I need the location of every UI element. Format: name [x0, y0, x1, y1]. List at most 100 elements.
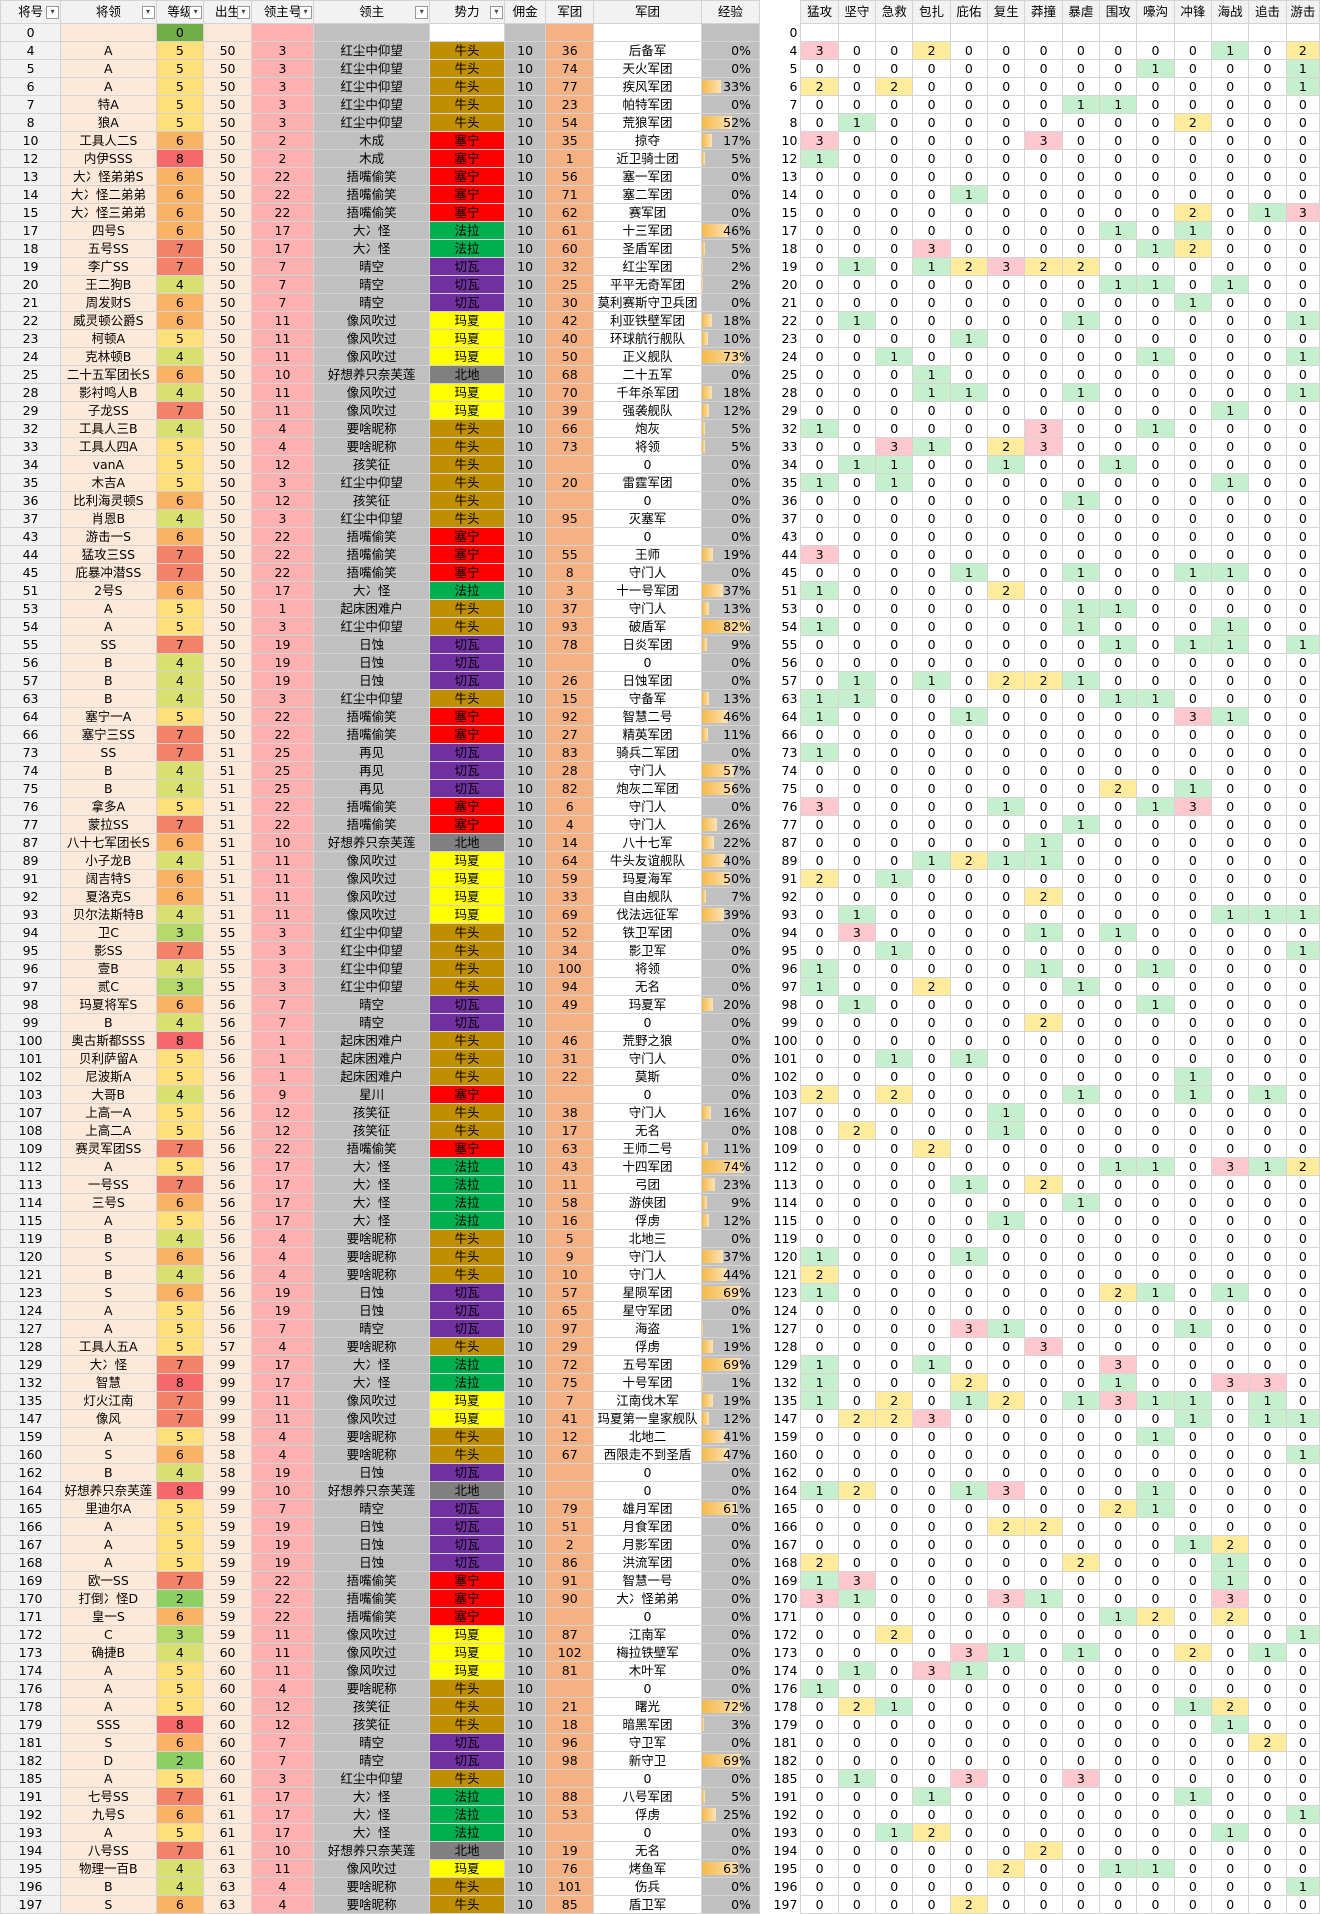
cell-trait[interactable]: 0 — [1285, 599, 1320, 618]
cell-trait[interactable]: 0 — [1099, 653, 1138, 672]
cell-trait[interactable]: 0 — [1061, 419, 1101, 438]
column-header-19[interactable]: 暴虐 — [1061, 0, 1101, 24]
cell-trait[interactable]: 0 — [800, 1013, 839, 1032]
cell-trait[interactable]: 3 — [949, 1643, 989, 1662]
cell-trait[interactable]: 0 — [949, 1877, 989, 1896]
cell-trait[interactable]: 0 — [1248, 725, 1287, 744]
cell-general[interactable]: A — [60, 41, 157, 60]
cell-faction[interactable]: 牛头 — [429, 1427, 505, 1446]
cell-trait[interactable]: 0 — [800, 923, 839, 942]
cell-lord[interactable]: 捂嘴偷笑 — [313, 545, 431, 564]
cell-commission[interactable]: 10 — [503, 1283, 547, 1302]
cell-trait[interactable]: 0 — [987, 599, 1026, 618]
cell-trait[interactable]: 0 — [1285, 707, 1320, 726]
cell-legion[interactable]: 曙光 — [593, 1697, 702, 1716]
cell-trait[interactable]: 1 — [1285, 905, 1320, 924]
cell-trait[interactable]: 0 — [875, 545, 914, 564]
cell-lord-id[interactable]: 4 — [250, 1247, 315, 1266]
cell-level[interactable]: 5 — [155, 617, 205, 636]
cell-trait[interactable]: 0 — [912, 941, 951, 960]
cell-trait[interactable]: 0 — [800, 1409, 839, 1428]
cell-trait[interactable]: 0 — [987, 1085, 1026, 1104]
cell-id-repeat[interactable]: 28 — [759, 383, 801, 402]
cell-trait[interactable]: 0 — [1285, 1175, 1320, 1194]
cell-trait[interactable]: 0 — [1136, 1067, 1175, 1086]
cell-commission[interactable]: 10 — [503, 1481, 547, 1500]
cell-trait[interactable]: 1 — [1285, 1625, 1320, 1644]
cell-legion-id[interactable] — [545, 1823, 595, 1842]
cell-id-repeat[interactable]: 176 — [759, 1679, 801, 1698]
cell-general[interactable]: 拿多A — [60, 797, 157, 816]
cell-level[interactable]: 7 — [155, 743, 205, 762]
cell-lord[interactable]: 晴空 — [313, 1499, 431, 1518]
cell-trait[interactable]: 0 — [949, 797, 989, 816]
cell-trait[interactable]: 0 — [1211, 329, 1250, 348]
cell-trait[interactable]: 0 — [1099, 869, 1138, 888]
cell-trait[interactable]: 0 — [837, 1301, 877, 1320]
cell-trait[interactable]: 0 — [837, 1859, 877, 1878]
cell-trait[interactable]: 1 — [1285, 1877, 1320, 1896]
cell-lord-id[interactable]: 3 — [250, 113, 315, 132]
cell-trait[interactable]: 0 — [949, 77, 989, 96]
cell-trait[interactable]: 0 — [912, 1463, 951, 1482]
cell-legion-id[interactable]: 25 — [545, 275, 595, 294]
cell-trait[interactable]: 0 — [1211, 1841, 1250, 1860]
cell-lord-id[interactable]: 11 — [250, 887, 315, 906]
cell-trait[interactable]: 0 — [912, 869, 951, 888]
cell-commission[interactable]: 10 — [503, 1013, 547, 1032]
cell-id-repeat[interactable]: 115 — [759, 1211, 801, 1230]
cell-trait[interactable]: 2 — [875, 1409, 914, 1428]
cell-trait[interactable]: 0 — [875, 113, 914, 132]
cell-general[interactable]: B — [60, 761, 157, 780]
cell-trait[interactable]: 0 — [1173, 1265, 1213, 1284]
cell-lord-id[interactable]: 7 — [250, 257, 315, 276]
cell-trait[interactable]: 0 — [1211, 311, 1250, 330]
cell-trait[interactable]: 2 — [1024, 1841, 1063, 1860]
cell-trait[interactable]: 0 — [1061, 59, 1101, 78]
cell-experience[interactable]: 0% — [700, 41, 760, 60]
cell-legion[interactable]: 0 — [593, 455, 702, 474]
cell-trait[interactable]: 0 — [949, 1805, 989, 1824]
cell-general[interactable]: C — [60, 1625, 157, 1644]
cell-trait[interactable]: 1 — [1099, 221, 1138, 240]
cell-trait[interactable]: 0 — [800, 1841, 839, 1860]
cell-trait[interactable]: 0 — [1285, 1301, 1320, 1320]
cell-trait[interactable]: 0 — [912, 185, 951, 204]
cell-trait[interactable]: 0 — [1248, 1805, 1287, 1824]
cell-trait[interactable]: 0 — [1211, 1337, 1250, 1356]
cell-trait[interactable]: 0 — [1285, 617, 1320, 636]
cell-faction[interactable]: 塞宁 — [429, 707, 505, 726]
cell-experience[interactable]: 37% — [700, 581, 760, 600]
cell-trait[interactable]: 0 — [1211, 833, 1250, 852]
cell-trait[interactable]: 0 — [912, 1679, 951, 1698]
cell-faction[interactable]: 牛头 — [429, 941, 505, 960]
cell-legion[interactable] — [593, 23, 702, 42]
cell-trait[interactable]: 0 — [1173, 851, 1213, 870]
cell-trait[interactable]: 0 — [800, 221, 839, 240]
cell-trait[interactable]: 0 — [1061, 437, 1101, 456]
cell-trait[interactable]: 0 — [912, 131, 951, 150]
cell-trait[interactable]: 0 — [837, 473, 877, 492]
cell-trait[interactable]: 1 — [1099, 599, 1138, 618]
cell-general[interactable]: 小子龙B — [60, 851, 157, 870]
cell-id[interactable]: 95 — [0, 941, 62, 960]
cell-lord[interactable]: 捂嘴偷笑 — [313, 815, 431, 834]
cell-legion[interactable]: 梅拉铁壁军 — [593, 1643, 702, 1662]
cell-trait[interactable]: 0 — [1173, 77, 1213, 96]
cell-general[interactable]: 王二狗B — [60, 275, 157, 294]
cell-experience[interactable]: 33% — [700, 77, 760, 96]
cell-id-repeat[interactable]: 165 — [759, 1499, 801, 1518]
cell-id[interactable]: 45 — [0, 563, 62, 582]
cell-id[interactable]: 147 — [0, 1409, 62, 1428]
cell-trait[interactable]: 0 — [1099, 725, 1138, 744]
cell-commission[interactable]: 10 — [503, 1247, 547, 1266]
cell-faction[interactable]: 塞宁 — [429, 1607, 505, 1626]
cell-trait[interactable]: 1 — [1211, 635, 1250, 654]
cell-trait[interactable]: 0 — [875, 563, 914, 582]
cell-lord-id[interactable]: 2 — [250, 131, 315, 150]
cell-trait[interactable]: 0 — [800, 239, 839, 258]
cell-level[interactable]: 6 — [155, 203, 205, 222]
cell-trait[interactable]: 0 — [1099, 1571, 1138, 1590]
cell-trait[interactable] — [800, 23, 839, 42]
cell-trait[interactable]: 0 — [837, 779, 877, 798]
